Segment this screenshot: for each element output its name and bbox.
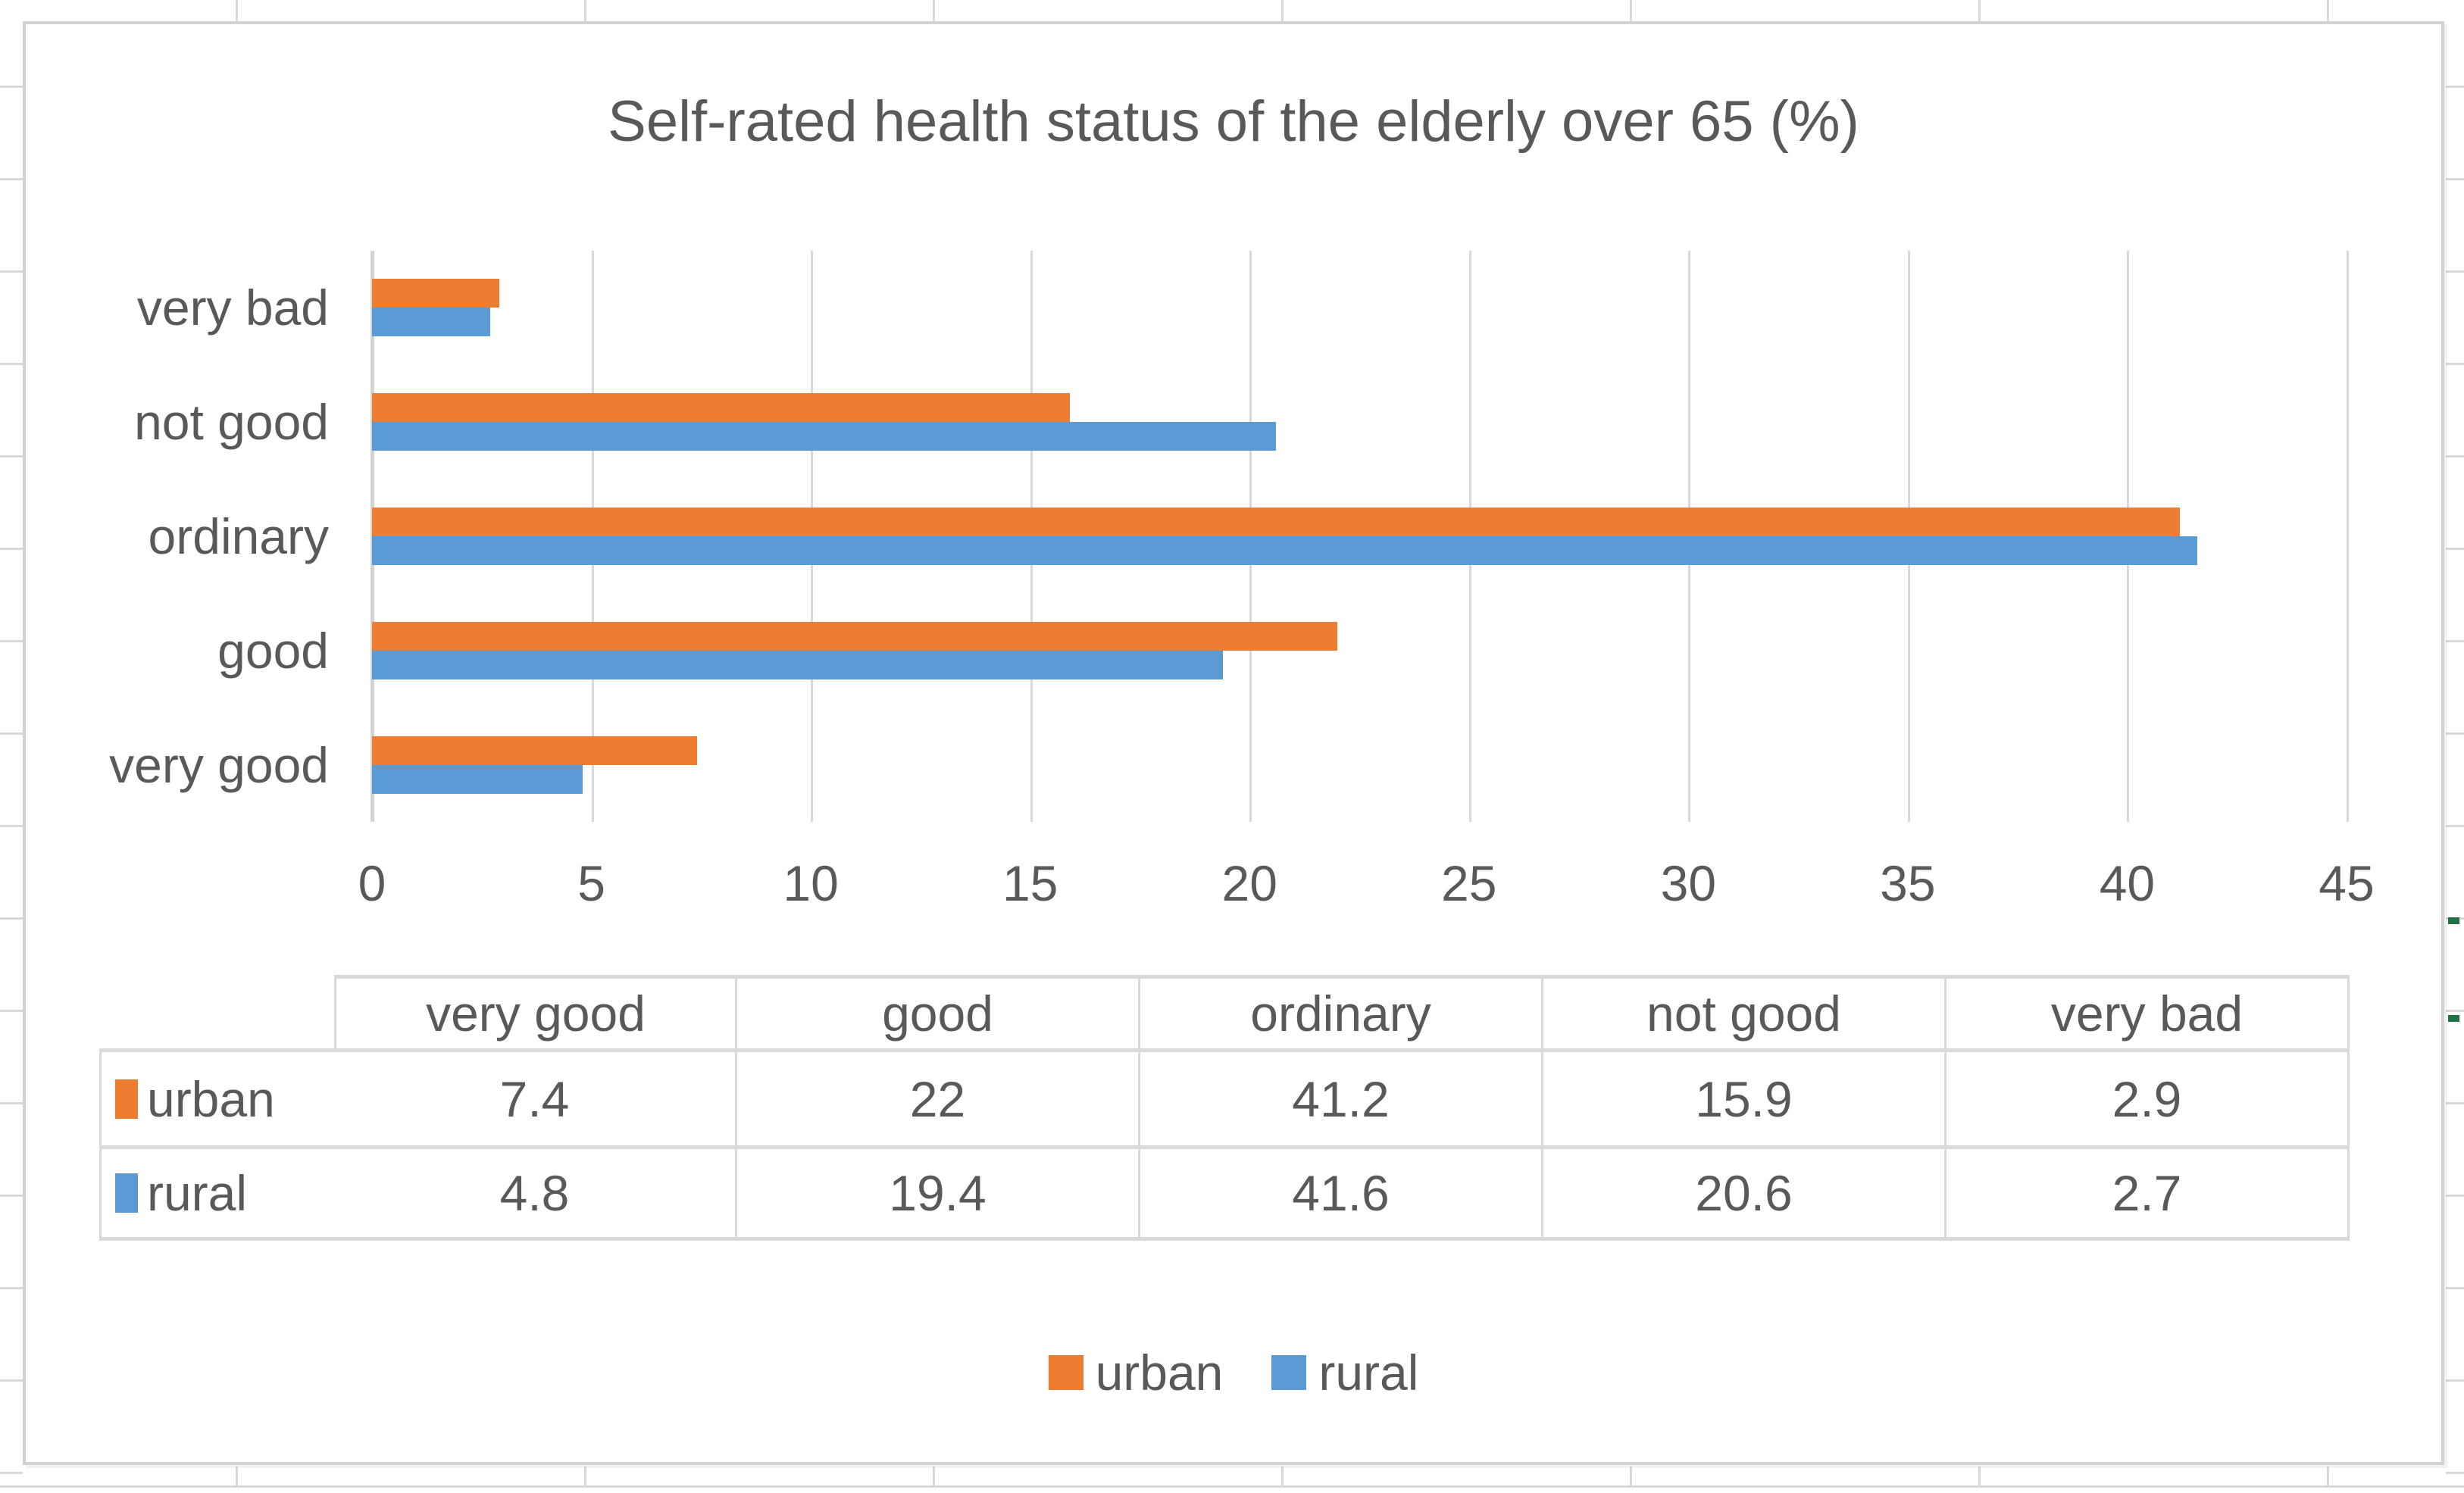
value-axis-tick-label: 5	[577, 855, 605, 911]
bar-rural-not-good[interactable]	[372, 422, 1276, 451]
value-axis-tick-label: 30	[1660, 855, 1717, 911]
category-axis-label: very bad	[136, 280, 329, 336]
value-axis-tick-label: 35	[1880, 855, 1936, 911]
chart-legend[interactable]: urban rural	[26, 1344, 2441, 1401]
bar-rural-good[interactable]	[372, 650, 1224, 679]
worksheet-green-border-dash	[2448, 1015, 2459, 1022]
worksheet-gridline-bottom-row	[0, 1485, 2464, 1488]
value-axis-tick-label: 25	[1441, 855, 1497, 911]
worksheet-gridline-bottom	[0, 1466, 2464, 1486]
value-axis-tick-label: 15	[1002, 855, 1058, 911]
category-axis-label: good	[217, 622, 329, 679]
table-cell: 41.2	[1140, 1048, 1543, 1145]
chart-title: Self-rated health status of the elderly …	[608, 89, 1859, 154]
table-header: ordinary	[1140, 975, 1543, 1048]
chart-object[interactable]: Self-rated health status of the elderly …	[23, 21, 2444, 1465]
series-name: rural	[147, 1165, 248, 1221]
bar-urban-not-good[interactable]	[372, 393, 1070, 423]
bar-urban-very-bad[interactable]	[372, 279, 499, 308]
bar-urban-ordinary[interactable]	[372, 508, 2180, 536]
bar-urban-good[interactable]	[372, 621, 1338, 651]
category-axis-label: not good	[134, 394, 329, 451]
table-header: good	[737, 975, 1140, 1048]
table-cell: 41.6	[1140, 1145, 1543, 1241]
value-axis: 0 5 10 15 20 25 30 35 40 45	[358, 854, 2375, 923]
value-axis-tick-label: 20	[1221, 855, 1277, 911]
table-cell: 22	[737, 1048, 1140, 1145]
worksheet-gridline-right	[2446, 0, 2464, 1493]
bar-rural-very-bad[interactable]	[372, 308, 491, 337]
table-header: not good	[1543, 975, 1946, 1048]
value-axis-tick-label: 45	[2319, 855, 2375, 911]
category-axis-label: very good	[109, 736, 329, 793]
plot-area[interactable]	[371, 251, 2349, 822]
legend-item-urban[interactable]: urban	[1048, 1344, 1224, 1401]
rural-series-swatch-icon	[115, 1173, 138, 1213]
table-cell: 15.9	[1543, 1048, 1946, 1145]
table-row-label-rural: rural	[99, 1145, 334, 1241]
value-axis-tick-label: 0	[358, 855, 386, 911]
bar-urban-very-good[interactable]	[372, 736, 697, 765]
table-header: very bad	[1946, 975, 2350, 1048]
table-cell: 4.8	[334, 1145, 737, 1241]
legend-item-rural[interactable]: rural	[1271, 1344, 1418, 1401]
category-axis: very good good ordinary not good very bad	[26, 251, 329, 822]
rural-legend-swatch-icon	[1271, 1355, 1307, 1390]
bar-rural-ordinary[interactable]	[372, 536, 2198, 565]
worksheet-gridline-left	[0, 0, 23, 1493]
table-row-label-urban: urban	[99, 1048, 334, 1145]
table-cell: 19.4	[737, 1145, 1140, 1241]
table-cell: 7.4	[334, 1048, 737, 1145]
legend-label: rural	[1318, 1345, 1419, 1401]
plot-gridline	[2347, 251, 2349, 822]
table-cell: 2.7	[1946, 1145, 2350, 1241]
value-axis-tick-label: 40	[2099, 855, 2156, 911]
table-cell: 2.9	[1946, 1048, 2350, 1145]
series-name: urban	[147, 1070, 275, 1127]
worksheet-green-border-dash	[2448, 917, 2459, 924]
value-axis-tick-label: 10	[783, 855, 839, 911]
legend-label: urban	[1095, 1345, 1224, 1401]
table-header: very good	[334, 975, 737, 1048]
bar-rural-very-good[interactable]	[372, 764, 583, 794]
category-axis-label: ordinary	[148, 508, 329, 564]
chart-data-table[interactable]: very good good ordinary not good very ba…	[99, 975, 2351, 1241]
table-cell: 20.6	[1543, 1145, 1946, 1241]
urban-series-swatch-icon	[115, 1079, 138, 1119]
urban-legend-swatch-icon	[1048, 1355, 1083, 1390]
table-corner-cell	[99, 975, 334, 1048]
worksheet-gridline-top	[0, 0, 2464, 21]
